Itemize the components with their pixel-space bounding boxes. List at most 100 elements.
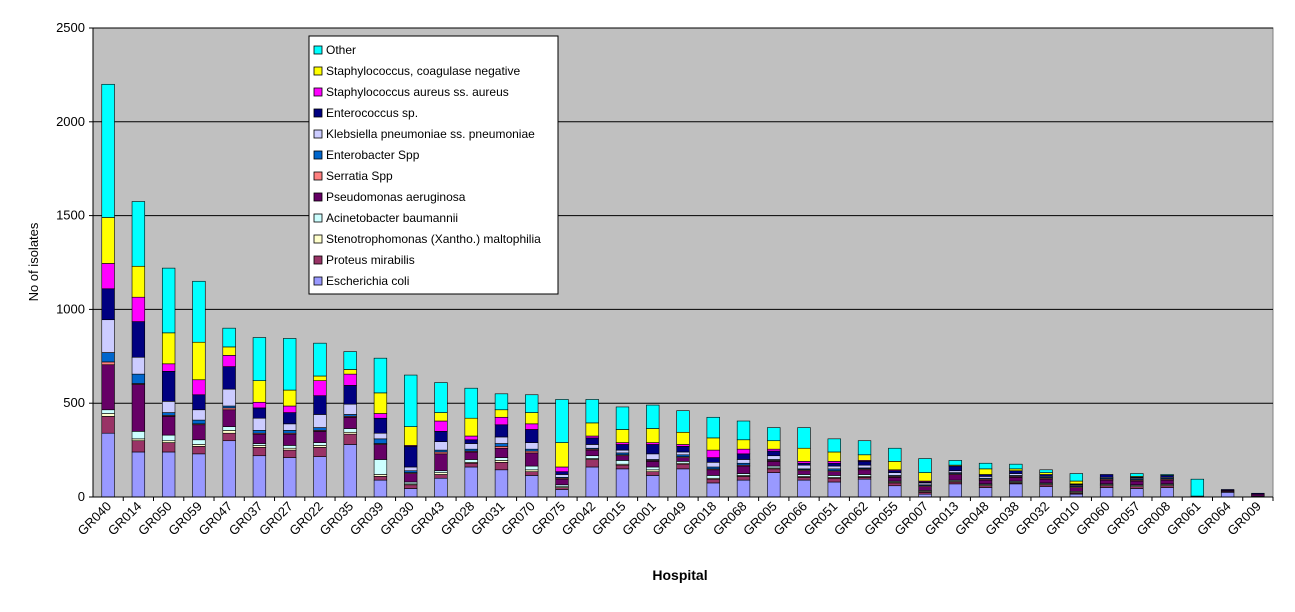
bar-segment	[676, 463, 690, 470]
bar-segment	[283, 457, 297, 498]
bar-segment	[525, 465, 539, 471]
bar-segment	[222, 426, 236, 431]
bar-segment	[404, 426, 418, 446]
bar-segment	[555, 474, 569, 478]
bar-segment	[222, 355, 236, 367]
legend-label: Serratia Spp	[326, 169, 393, 183]
bar-segment	[434, 474, 448, 479]
bar-segment	[192, 453, 206, 498]
legend-label: Staphylococcus aureus ss. aureus	[326, 85, 509, 99]
bar-segment	[1039, 478, 1053, 484]
legend-box	[308, 35, 559, 295]
bar-segment	[676, 457, 690, 462]
bar-segment	[131, 384, 146, 432]
bar-segment	[1099, 474, 1114, 478]
legend-swatch	[313, 108, 323, 118]
bar-segment	[827, 462, 841, 467]
bar-segment	[1160, 487, 1174, 498]
bar-segment	[1069, 473, 1083, 482]
legend-label: Other	[326, 43, 356, 57]
bar-segment	[525, 412, 539, 425]
bar-segment	[1160, 479, 1174, 485]
bar-segment	[767, 440, 781, 450]
bar-segment	[1039, 486, 1053, 498]
bar-segment	[857, 461, 872, 466]
bar-segment	[857, 469, 872, 475]
bar-segment	[313, 446, 327, 457]
bar-segment	[585, 455, 599, 459]
bar-segment	[615, 464, 630, 470]
bar-segment	[1251, 492, 1265, 495]
bar-segment	[857, 464, 872, 469]
bar-segment	[192, 394, 206, 411]
legend-swatch	[313, 234, 323, 244]
bar-segment	[192, 280, 206, 343]
bar-segment	[464, 443, 478, 450]
bar-segment	[948, 460, 962, 466]
bar-segment	[706, 478, 720, 484]
bar-segment	[797, 447, 811, 462]
bar-segment	[373, 444, 388, 460]
bar-segment	[404, 488, 418, 498]
bar-segment	[222, 388, 236, 407]
bar-segment	[494, 409, 509, 418]
bar-segment	[313, 456, 327, 498]
bar-segment	[1009, 483, 1023, 498]
bar-segment	[131, 296, 146, 322]
bar-segment	[161, 451, 176, 498]
bar-segment	[615, 406, 630, 430]
legend-label: Proteus mirabilis	[326, 253, 415, 267]
bar-segment	[101, 432, 115, 498]
bar-segment	[192, 379, 206, 396]
bar-segment	[464, 435, 478, 441]
bar-segment	[827, 451, 841, 462]
bar-segment	[706, 449, 720, 458]
bar-segment	[797, 470, 811, 475]
bar-segment	[525, 475, 539, 498]
y-tick-label: 1500	[56, 208, 85, 223]
bar-segment	[736, 453, 751, 460]
bar-segment	[736, 439, 751, 450]
bar-segment	[313, 427, 327, 431]
bar-segment	[676, 410, 690, 433]
y-axis-title: No of isolates	[26, 222, 41, 301]
legend-swatch	[313, 66, 323, 76]
bar-segment	[494, 443, 509, 447]
bar-segment	[313, 431, 327, 443]
bar-segment	[252, 417, 267, 431]
bar-segment	[283, 445, 297, 449]
bar-segment	[797, 477, 811, 481]
bar-segment	[222, 409, 236, 427]
bar-segment	[373, 476, 388, 481]
bar-segment	[1130, 480, 1144, 486]
bar-segment	[857, 454, 872, 461]
bar-segment	[313, 375, 327, 381]
y-tick-label: 500	[63, 395, 85, 410]
bar-segment	[131, 440, 146, 453]
bar-segment	[434, 420, 448, 432]
bar-segment	[646, 475, 660, 498]
bar-segment	[767, 427, 781, 442]
legend: Other Staphylococcus, coagulase negative S…	[308, 35, 559, 295]
bar-segment	[1009, 463, 1023, 470]
bar-segment	[161, 434, 176, 442]
x-tick-label: GR009	[1224, 499, 1264, 539]
bar-segment	[343, 403, 357, 415]
bar-segment	[585, 459, 599, 468]
bar-segment	[434, 412, 448, 422]
bar-segment	[434, 441, 448, 451]
bar-segment	[222, 430, 236, 434]
bar-segment	[888, 461, 902, 471]
bar-segment	[192, 341, 206, 381]
bar-segment	[161, 363, 176, 372]
bar-segment	[373, 459, 388, 475]
bar-segment	[585, 437, 599, 445]
bar-segment	[283, 405, 297, 413]
bar-segment	[464, 451, 478, 460]
bar-segment	[525, 442, 539, 450]
bar-segment	[192, 419, 206, 425]
bar-segment	[767, 455, 781, 460]
bar-segment	[585, 449, 599, 457]
bar-segment	[1130, 473, 1144, 477]
